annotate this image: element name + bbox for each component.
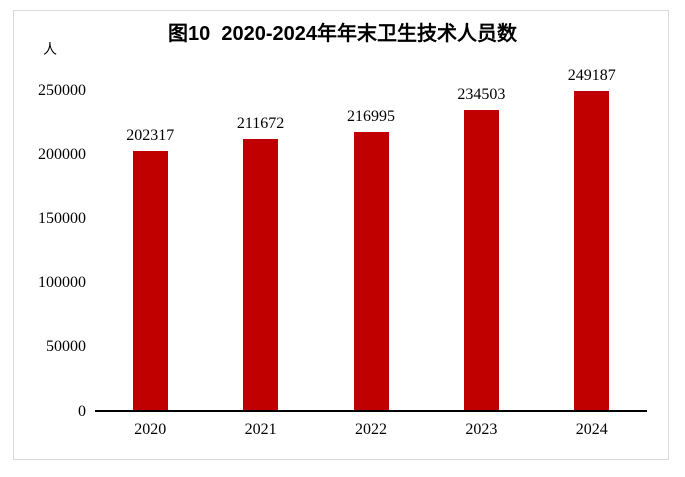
x-tick-label: 2023 xyxy=(465,421,498,438)
bar-2023 xyxy=(463,109,499,412)
y-tick-label: 0 xyxy=(78,402,86,420)
chart-frame xyxy=(13,10,669,460)
x-tick-label: 2020 xyxy=(134,421,167,438)
x-tick-label: 2024 xyxy=(575,421,608,438)
x-tick-label: 2022 xyxy=(355,421,387,438)
bar-value-label: 211672 xyxy=(236,115,285,133)
bar-value-label: 216995 xyxy=(347,108,395,126)
x-tick-label: 2021 xyxy=(244,421,277,438)
y-tick-label: 250000 xyxy=(38,81,86,99)
bar-value-label: 202317 xyxy=(126,127,175,145)
bar-2020 xyxy=(132,151,168,412)
y-axis-unit-label: 人 xyxy=(43,41,57,57)
y-tick-label: 100000 xyxy=(38,274,86,292)
y-tick-label: 150000 xyxy=(38,209,86,227)
bar-2022 xyxy=(353,132,389,412)
bar-2024 xyxy=(574,91,610,412)
chart-title: 图10 2020-2024年年末卫生技术人员数 xyxy=(167,23,517,45)
bar-value-label: 234503 xyxy=(457,85,506,103)
bar-value-label: 249187 xyxy=(567,67,616,85)
y-tick-label: 200000 xyxy=(38,145,86,163)
y-tick-label: 50000 xyxy=(46,338,86,356)
bar-2021 xyxy=(243,139,279,412)
x-axis-line xyxy=(95,410,647,412)
